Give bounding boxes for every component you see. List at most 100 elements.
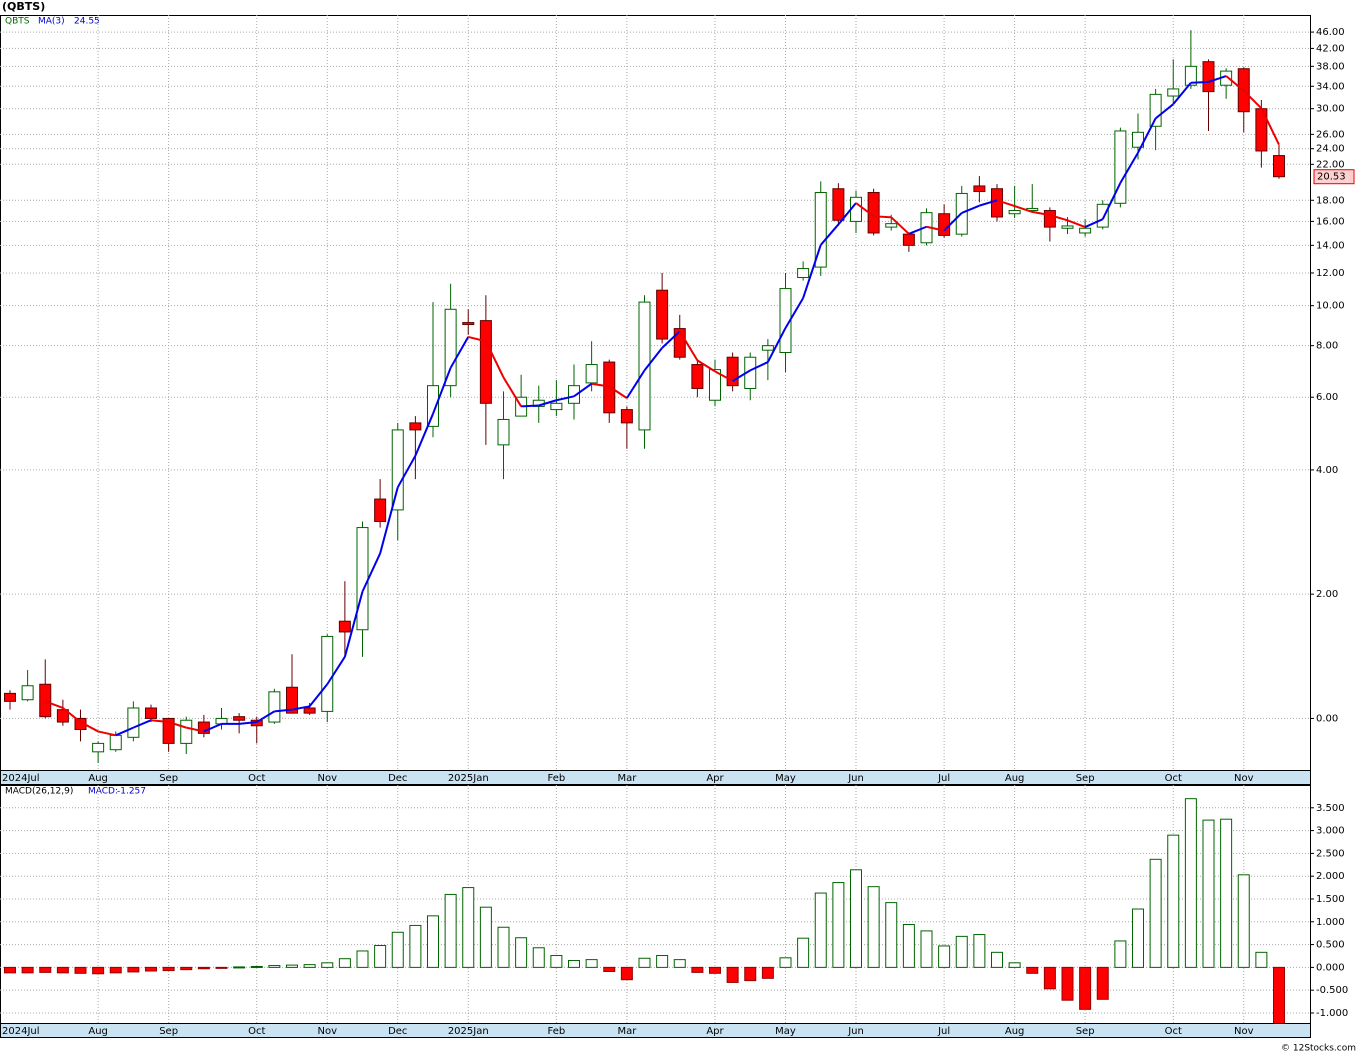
candle-body [991, 188, 1003, 218]
y-tick-label: 14.00 [1316, 240, 1345, 251]
macd-bar [991, 951, 1003, 968]
macd-bar [1273, 966, 1285, 1023]
y-tick-label: 42.00 [1316, 43, 1345, 54]
macd-bar [515, 937, 528, 968]
y-tick-label: 30.00 [1316, 104, 1345, 115]
x-tick-label: Jun [847, 1026, 864, 1037]
y-tick-label: 1.500 [1316, 894, 1345, 905]
y-tick-label: 6.00 [1316, 392, 1338, 403]
ma-segment [1243, 89, 1263, 110]
ma-segment [203, 722, 222, 733]
macd-bar [1184, 798, 1197, 968]
ma-segment [361, 553, 382, 592]
ma-segment [1014, 205, 1033, 213]
macd-bar [391, 931, 404, 968]
ma-segment [1154, 103, 1174, 120]
macd-bar [532, 947, 545, 968]
x-tick-label: Aug [88, 773, 108, 784]
legend-ma-value: 24.55 [74, 17, 100, 27]
macd-bar [920, 930, 933, 968]
candle-body [1079, 227, 1092, 234]
y-tick-label: 22.00 [1316, 159, 1345, 170]
candle-body [145, 707, 157, 719]
macd-bar [1061, 966, 1074, 1001]
candle-body [56, 709, 69, 723]
chart-title: (QBTS) [2, 0, 45, 13]
ma-segment [732, 369, 751, 382]
macd-bar [902, 924, 915, 968]
y-tick-label: 2.500 [1316, 848, 1345, 859]
x-tick-label: Oct [248, 773, 265, 784]
macd-bar [726, 966, 739, 983]
macd-bar [338, 958, 351, 968]
x-tick-label: Aug [88, 1026, 108, 1037]
ma-segment [1119, 152, 1139, 184]
macd-title: MACD(26,12,9) [5, 787, 73, 797]
candle-body [427, 385, 439, 427]
candle-body [673, 328, 686, 358]
macd-bar [162, 966, 175, 972]
macd-bar [303, 964, 316, 968]
x-tick-label: 2025Jan [448, 1026, 489, 1037]
macd-bar [973, 934, 986, 968]
date-strip [0, 770, 1311, 785]
macd-bar [1220, 818, 1233, 968]
macd-bar [673, 959, 686, 968]
candle-body [1273, 155, 1285, 178]
macd-bar [850, 869, 862, 968]
ma-segment [502, 376, 522, 407]
macd-bar [233, 966, 246, 969]
ma-segment [1084, 218, 1104, 229]
candle-body [303, 707, 316, 714]
macd-bar [145, 966, 157, 972]
macd-bar [1114, 940, 1127, 968]
ma-segment [608, 385, 628, 399]
candle-body [761, 345, 774, 351]
ma-segment [714, 370, 734, 382]
macd-bar [215, 966, 228, 969]
ma-segment [802, 244, 822, 299]
y-tick-label: 24.00 [1316, 144, 1345, 155]
candle-body [568, 385, 580, 404]
ma-segment [749, 361, 769, 372]
x-tick-label: May [775, 1026, 796, 1037]
candle-body [197, 721, 210, 734]
macd-bar [409, 924, 422, 968]
ma-segment [556, 395, 575, 402]
candle-body [479, 320, 492, 404]
ma-segment [343, 591, 364, 658]
macd-bar [321, 962, 334, 968]
macd-bar [814, 892, 827, 968]
x-tick-label: Nov [317, 1026, 337, 1037]
candle-body [726, 356, 739, 387]
macd-value: -1.257 [117, 787, 146, 797]
x-tick-label: Jun [847, 773, 864, 784]
y-tick-label: 3.000 [1316, 826, 1345, 837]
macd-bar [568, 960, 580, 968]
candle-body [109, 734, 122, 751]
ma-segment [291, 705, 310, 711]
y-tick-label: 0.500 [1316, 940, 1345, 951]
macd-bar [779, 957, 792, 968]
macd-bar [550, 955, 563, 968]
macd-bar [356, 950, 369, 968]
macd-bar [1043, 966, 1056, 990]
macd-bar [761, 966, 774, 979]
ma-segment [766, 327, 787, 363]
macd-bar [1026, 966, 1039, 974]
ma-segment [274, 708, 293, 713]
x-tick-label: Sep [1076, 773, 1095, 784]
macd-bar [797, 937, 810, 968]
x-tick-label: Apr [706, 773, 724, 784]
macd-bar [1079, 966, 1092, 1010]
y-tick-label: 46.00 [1316, 27, 1345, 38]
ma-segment [239, 721, 257, 725]
macd-bar [180, 966, 193, 971]
ma-segment [837, 202, 857, 226]
macd-bar [709, 966, 721, 974]
candle-body [1132, 131, 1144, 148]
ma-segment [591, 382, 610, 388]
y-tick-label: 18.00 [1316, 195, 1345, 206]
macd-bar [92, 966, 105, 975]
macd-bar [585, 959, 598, 968]
